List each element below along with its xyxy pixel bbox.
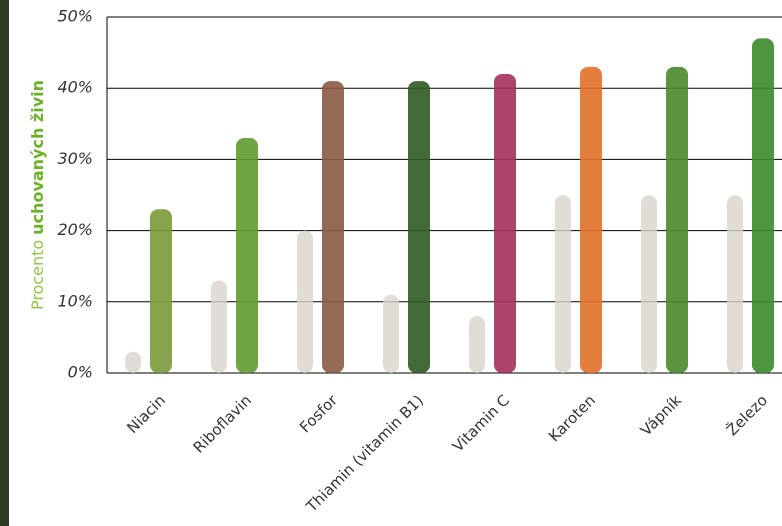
- y-tick-label: 30%: [57, 149, 93, 168]
- bar: [322, 81, 344, 373]
- bar: [580, 67, 602, 373]
- bar: [494, 74, 516, 373]
- x-tick-label: Niacin: [123, 391, 169, 437]
- bar: [408, 81, 430, 373]
- bar: [297, 231, 313, 373]
- x-tick-label: Fosfor: [296, 391, 342, 437]
- y-tick-label: 20%: [57, 220, 93, 239]
- y-tick-label: 40%: [57, 78, 93, 97]
- y-tick-label: 10%: [57, 291, 93, 310]
- bar: [383, 295, 399, 373]
- y-axis-label: Procento uchovaných živin: [28, 80, 47, 310]
- x-tick-label: Vitamin C: [449, 391, 513, 455]
- bar: [211, 280, 227, 373]
- bar: [752, 38, 774, 373]
- x-tick-label: Vápník: [637, 391, 685, 439]
- y-tick-label: 0%: [68, 363, 93, 382]
- left-strip: [0, 0, 9, 526]
- bar: [727, 195, 743, 373]
- x-tick-label: Riboflavin: [190, 391, 255, 456]
- chart: Procento uchovaných živin 0% 10% 20% 30% 40% 5…: [0, 0, 782, 526]
- y-tick-label: 50%: [57, 7, 93, 26]
- bar: [150, 209, 172, 373]
- bar: [125, 352, 141, 373]
- x-tick-label: Karoten: [545, 391, 599, 445]
- bar: [469, 316, 485, 373]
- bar: [666, 67, 688, 373]
- bar: [236, 138, 258, 373]
- x-tick-label: Železo: [722, 391, 771, 440]
- y-label-part: Procento: [28, 240, 47, 310]
- y-label-part: uchovaných živin: [28, 80, 47, 235]
- bar: [555, 195, 571, 373]
- bar: [641, 195, 657, 373]
